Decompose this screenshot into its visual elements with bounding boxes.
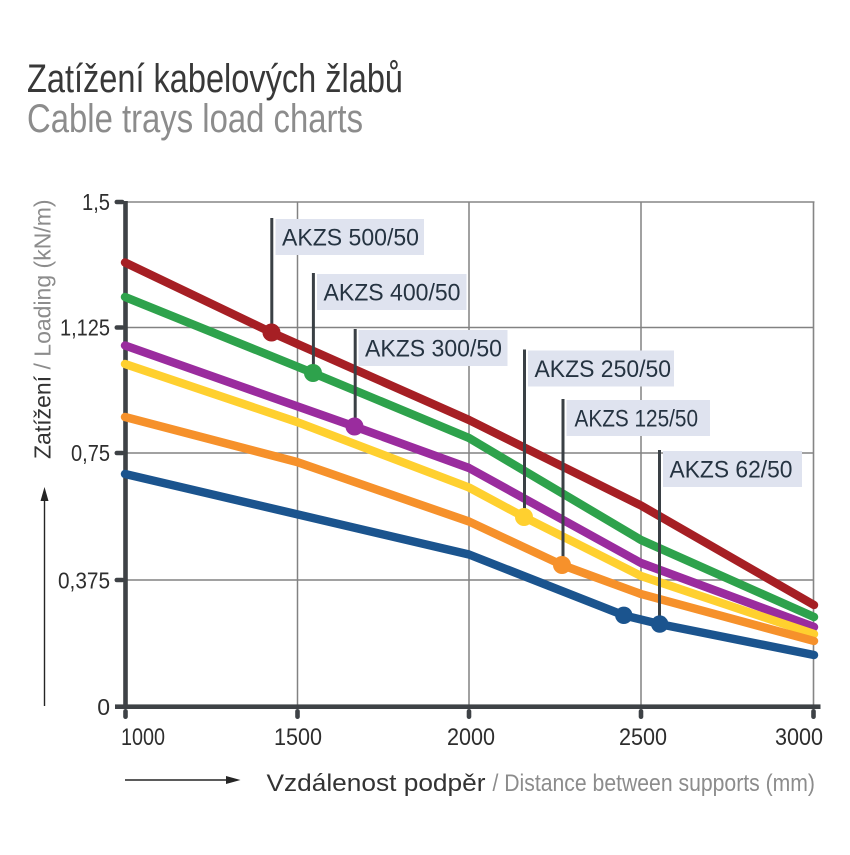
svg-text:1,5: 1,5 [82, 189, 110, 215]
svg-text:1,125: 1,125 [60, 315, 110, 341]
svg-text:0,75: 0,75 [71, 440, 110, 466]
svg-text:1000: 1000 [121, 724, 165, 751]
svg-text:AKZS 400/50: AKZS 400/50 [324, 280, 461, 307]
svg-text:Cable trays load charts: Cable trays load charts [27, 97, 363, 141]
svg-text:AKZS 300/50: AKZS 300/50 [365, 336, 502, 363]
svg-text:Zatížení kabelových žlabů: Zatížení kabelových žlabů [27, 57, 403, 101]
svg-text:AKZS 500/50: AKZS 500/50 [282, 225, 419, 252]
svg-text:0: 0 [97, 694, 110, 720]
svg-text:2500: 2500 [619, 724, 667, 751]
svg-text:AKZS 250/50: AKZS 250/50 [535, 356, 672, 383]
svg-text:0,375: 0,375 [58, 568, 110, 594]
svg-text:AKZS 125/50: AKZS 125/50 [575, 406, 699, 433]
svg-text:2000: 2000 [447, 724, 495, 751]
svg-text:1500: 1500 [274, 724, 322, 751]
svg-text:Zatížení / Loading (kN/m): Zatížení / Loading (kN/m) [30, 199, 56, 459]
svg-text:AKZS 62/50: AKZS 62/50 [670, 457, 793, 484]
svg-text:/ Distance between supports (m: / Distance between supports (mm) [493, 770, 816, 797]
svg-text:3000: 3000 [775, 724, 823, 751]
svg-text:Vzdálenost podpěr: Vzdálenost podpěr [267, 770, 486, 797]
